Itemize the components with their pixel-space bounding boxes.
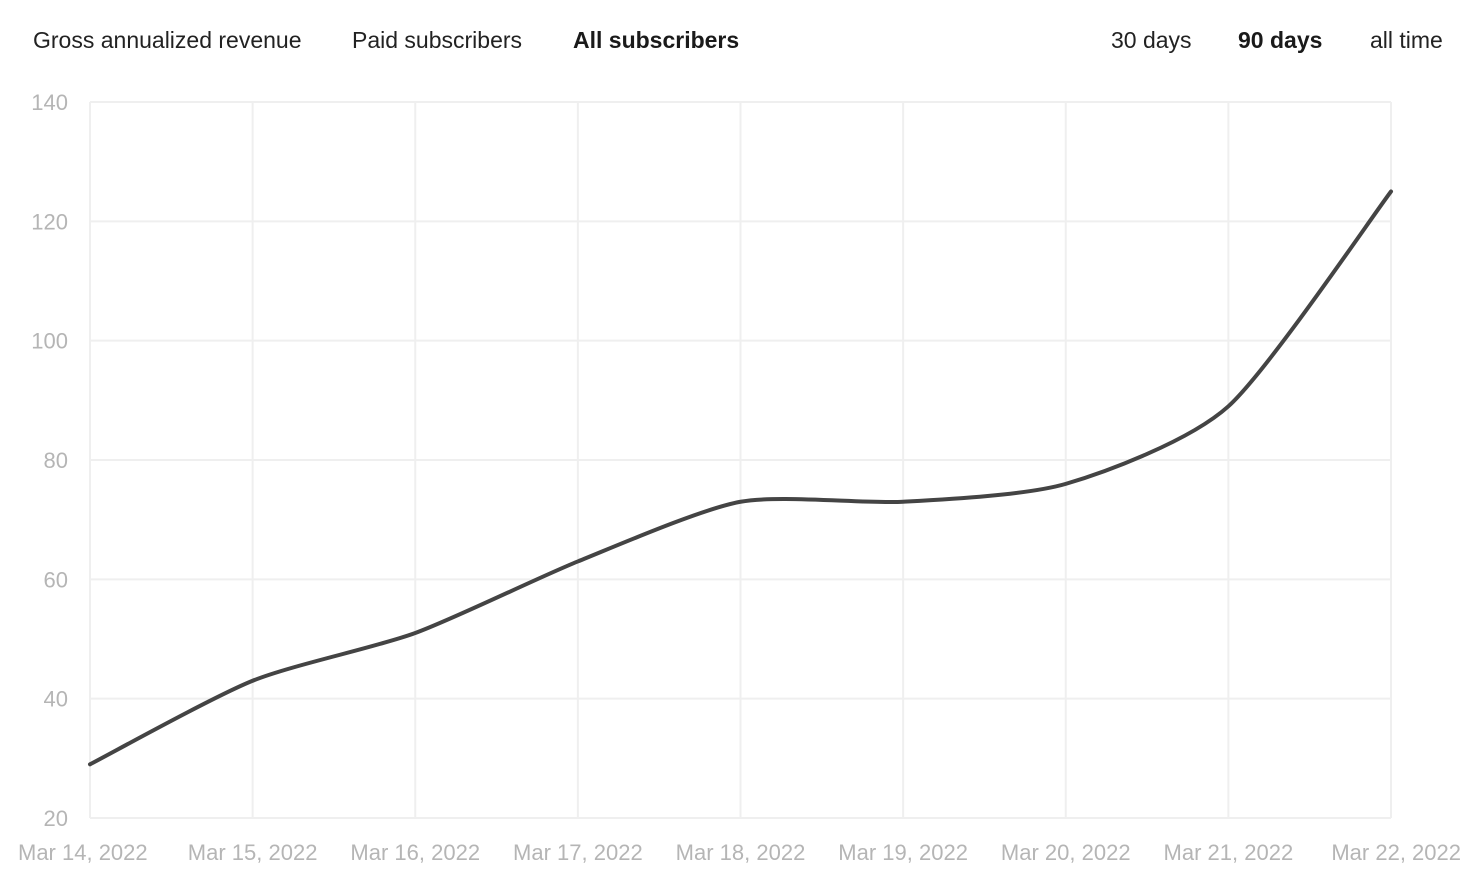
x-tick-label: Mar 15, 2022 [188, 840, 318, 865]
y-tick-label: 20 [44, 806, 68, 831]
y-tick-label: 120 [31, 209, 68, 234]
x-tick-label: Mar 16, 2022 [350, 840, 480, 865]
y-tick-label: 140 [31, 90, 68, 115]
tab-gross-annualized-revenue[interactable]: Gross annualized revenue [33, 27, 302, 53]
x-tick-label: Mar 22, 2022 [1331, 840, 1461, 865]
tab-30-days[interactable]: 30 days [1111, 27, 1192, 53]
x-tick-label: Mar 17, 2022 [513, 840, 643, 865]
x-axis-ticks: Mar 14, 2022 Mar 15, 2022 Mar 16, 2022 Mar … [18, 840, 1461, 865]
y-tick-label: 40 [44, 687, 68, 712]
x-tick-label: Mar 14, 2022 [18, 840, 148, 865]
x-tick-label: Mar 20, 2022 [1001, 840, 1131, 865]
y-tick-label: 60 [44, 567, 68, 592]
x-tick-label: Mar 21, 2022 [1164, 840, 1294, 865]
y-tick-label: 80 [44, 448, 68, 473]
x-tick-label: Mar 18, 2022 [676, 840, 806, 865]
tab-all-subscribers[interactable]: All subscribers [573, 27, 740, 53]
tab-paid-subscribers[interactable]: Paid subscribers [352, 27, 523, 53]
series-line [88, 189, 1393, 767]
tab-bar: Gross annualized revenue Paid subscriber… [0, 22, 1474, 58]
vertical-gridlines [89, 102, 1392, 818]
tab-all-time[interactable]: all time [1370, 27, 1443, 53]
tab-90-days[interactable]: 90 days [1238, 27, 1323, 53]
x-tick-label: Mar 19, 2022 [838, 840, 968, 865]
y-tick-label: 100 [31, 329, 68, 354]
y-axis-ticks: 20 40 60 80 100 120 140 [31, 90, 68, 831]
